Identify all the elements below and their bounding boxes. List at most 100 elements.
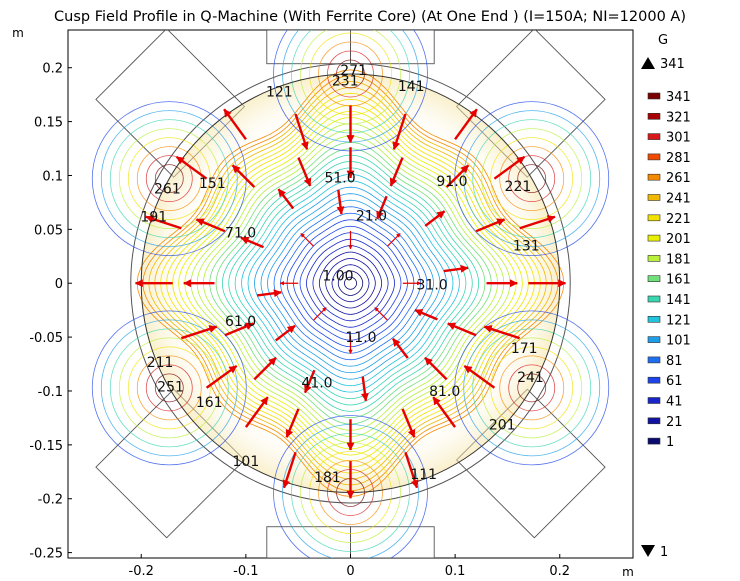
cusp-contour	[454, 310, 610, 466]
cusp-contour	[136, 146, 202, 211]
contour-label: 201	[489, 417, 516, 433]
field-arrow-head	[546, 215, 556, 223]
contour-line	[306, 238, 395, 328]
cusp-contour	[100, 110, 238, 247]
contour-label: 161	[196, 395, 223, 411]
x-tick-label: -0.1	[233, 564, 258, 579]
field-arrow-head	[346, 442, 355, 451]
field-arrow-head	[223, 108, 232, 118]
contour-line	[299, 232, 402, 335]
field-arrow-head	[195, 218, 205, 226]
contour-line	[312, 245, 389, 322]
colorbar-max-label: 341	[660, 57, 685, 72]
y-tick-label: -0.15	[29, 439, 63, 454]
cusp-contour	[508, 155, 556, 202]
cusp-contour	[145, 155, 193, 202]
field-arrow-head	[509, 279, 518, 288]
colorbar-swatch	[647, 336, 661, 343]
field-arrow-head	[303, 177, 312, 187]
colorbar-level-label: 221	[666, 212, 691, 227]
contour-label: 171	[511, 341, 538, 357]
cusp-contour	[91, 310, 247, 466]
cusp-contour	[118, 337, 220, 439]
colorbar-swatch	[647, 194, 661, 201]
cusp-contour	[127, 346, 211, 430]
cusp-contour	[154, 164, 184, 193]
field-arrow-head	[516, 156, 525, 165]
colorbar-level-label: 21	[666, 415, 683, 430]
contour-line	[228, 161, 473, 406]
cusp-contour	[309, 451, 392, 534]
colorbar-swatch	[647, 376, 661, 384]
field-arrow-head	[469, 108, 478, 118]
contour-line	[215, 148, 486, 419]
cusp-contour	[109, 119, 229, 238]
field-arrow-head	[432, 396, 441, 406]
contour-line	[234, 167, 467, 400]
field-arrow-head	[244, 322, 254, 331]
field-arrow-head	[374, 307, 380, 312]
contour-line	[247, 180, 454, 387]
field-arrow-head	[389, 177, 398, 187]
cusp-contour	[154, 373, 184, 403]
colorbar-swatch	[647, 437, 661, 445]
contour-label: 231	[332, 74, 359, 90]
colorbar-swatch	[647, 133, 661, 140]
field-arrow-head	[424, 357, 433, 366]
x-tick-label: 0.2	[549, 564, 570, 579]
field-arrow-head	[436, 210, 446, 219]
y-axis-unit-label: m	[12, 26, 24, 40]
contour-label: 271	[340, 63, 367, 79]
colorbar-swatch	[647, 92, 661, 100]
contour-label: 251	[157, 380, 184, 396]
field-arrow-head	[410, 479, 419, 489]
cusp-contour	[463, 319, 601, 457]
field-arrow-head	[279, 281, 284, 286]
cusp-contour	[481, 337, 583, 439]
chart-title: Cusp Field Profile in Q-Machine (With Fe…	[54, 9, 686, 25]
colorbar-swatch	[647, 255, 661, 262]
colorbar-level-label: 201	[666, 232, 691, 247]
y-tick-label: 0	[55, 277, 63, 292]
field-arrow-head	[348, 245, 353, 250]
cusp-contour	[273, 415, 428, 558]
field-arrow-head	[348, 349, 353, 355]
contour-label: 241	[517, 370, 544, 386]
cusp-contour	[472, 328, 592, 448]
x-tick-label: -0.2	[129, 564, 154, 579]
colorbar-level-label: 321	[666, 110, 691, 125]
contour-label: 111	[410, 467, 437, 483]
contour-label: 21.0	[356, 208, 387, 224]
contour-line	[241, 173, 460, 393]
field-arrow-head	[558, 279, 567, 288]
contour-label: 71.0	[225, 226, 256, 242]
colorbar-min-marker	[641, 545, 655, 557]
contour-line	[325, 257, 376, 309]
colorbar-level-label: 241	[666, 192, 691, 207]
colorbar-swatch	[647, 356, 661, 364]
field-arrow-head	[321, 307, 327, 312]
field-arrow-head	[300, 233, 306, 238]
contour-label: 141	[398, 79, 425, 95]
field-arrow-head	[417, 281, 422, 286]
field-arrow-head	[407, 428, 416, 438]
colorbar-level-label: 281	[666, 151, 691, 166]
cusp-contour	[118, 128, 220, 229]
field-arrow-head	[496, 218, 506, 226]
field-arrow-head	[395, 233, 401, 238]
colorbar-swatch	[647, 173, 661, 181]
colorbar-swatch	[647, 295, 661, 303]
colorbar-level-label: 1	[666, 435, 674, 450]
field-arrow-head	[232, 164, 241, 174]
contour-label: 181	[314, 470, 341, 486]
field-arrow-head	[483, 325, 493, 333]
field-arrow-head	[228, 365, 238, 374]
contour-label: 101	[233, 454, 260, 470]
plot-inner	[91, 30, 610, 558]
contour-label: 51.0	[324, 171, 355, 187]
field-arrow-head	[285, 428, 294, 438]
field-arrow-head	[176, 156, 185, 165]
y-tick-label: -0.25	[29, 547, 63, 562]
